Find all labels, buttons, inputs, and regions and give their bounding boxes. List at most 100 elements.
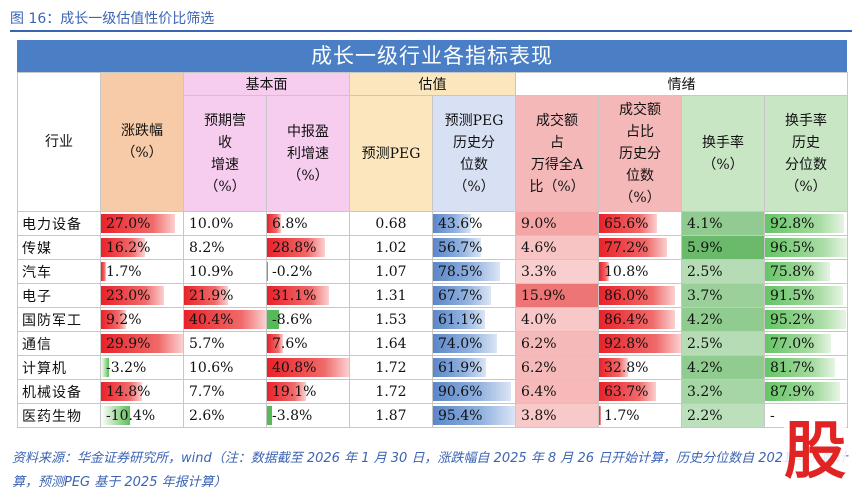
- turn-rate-cell: 4.2%: [681, 355, 765, 380]
- peg-pct-cell-value: 78.5%: [438, 263, 483, 280]
- rev-growth-cell: 40.4%: [183, 307, 267, 332]
- profit-growth-cell-value: -8.6%: [272, 311, 313, 328]
- turnover-hist-cell-bar: [599, 238, 668, 257]
- peg-pct-cell-value: 56.7%: [438, 239, 483, 256]
- rev-growth-cell: 5.7%: [183, 331, 267, 356]
- turnover-ratio-cell-value: 6.2%: [521, 359, 557, 376]
- change-cell-bar: [101, 382, 142, 401]
- turnover-hist-cell: 86.4%: [598, 307, 682, 332]
- col-header-change: 涨跌幅 （%）: [100, 72, 184, 212]
- industry-cell: 传媒: [17, 235, 101, 260]
- profit-growth-cell-bar: [267, 286, 330, 305]
- turn-rate-hist-cell-value: 92.8%: [770, 215, 815, 232]
- profit-growth-cell-value: 19.1%: [272, 383, 317, 400]
- table-row: 机械设备 14.8% 7.7% 19.1% 1.72 90.6% 6.4% 63.7% 3.2%…: [17, 379, 848, 404]
- rev-growth-cell-value: 8.2%: [189, 239, 225, 256]
- turnover-ratio-cell: 6.2%: [515, 355, 599, 380]
- peg-cell: 1.31: [349, 283, 433, 308]
- turn-rate-hist-cell-value: 95.2%: [770, 311, 815, 328]
- change-cell-value: 14.8%: [106, 383, 151, 400]
- change-cell-value: -10.4%: [106, 407, 156, 424]
- industry-cell-value: 计算机: [22, 360, 67, 377]
- turnover-ratio-cell: 4.6%: [515, 235, 599, 260]
- table-row: 电力设备 27.0% 10.0% 6.8% 0.68 43.6% 9.0% 65.6% 4.1%…: [17, 211, 848, 236]
- profit-growth-cell-value: -3.8%: [272, 407, 313, 424]
- turnover-hist-cell: 32.8%: [598, 355, 682, 380]
- industry-cell-value: 国防军工: [22, 312, 82, 329]
- turnover-ratio-cell: 4.0%: [515, 307, 599, 332]
- profit-growth-cell-bar: [267, 334, 283, 353]
- table-body: 电力设备 27.0% 10.0% 6.8% 0.68 43.6% 9.0% 65.6% 4.1%…: [17, 211, 848, 428]
- header-line: 预期营: [204, 112, 246, 129]
- col-header-peg: 预测PEG: [349, 95, 433, 212]
- col-header-turn-rate-hist: 换手率 历史 分位数 （%）: [764, 95, 848, 212]
- header-line: 行业: [45, 134, 73, 150]
- profit-growth-cell-value: -0.2%: [272, 263, 313, 280]
- turnover-hist-cell-value: 92.8%: [604, 335, 649, 352]
- turn-rate-hist-cell-value: 77.0%: [770, 335, 815, 352]
- industry-cell: 电子: [17, 283, 101, 308]
- turn-rate-hist-cell: 92.8%: [764, 211, 848, 236]
- turn-rate-cell-value: 3.2%: [687, 383, 723, 400]
- change-cell-bar: [101, 214, 175, 233]
- peg-cell-value: 1.72: [375, 383, 407, 400]
- turnover-hist-cell-value: 63.7%: [604, 383, 649, 400]
- group-header-fundamentals: 基本面: [183, 72, 350, 96]
- peg-cell-value: 1.87: [375, 407, 407, 424]
- header-line: 预测PEG: [444, 112, 504, 129]
- profit-growth-cell-bar: [267, 214, 281, 233]
- peg-cell: 1.72: [349, 379, 433, 404]
- turn-rate-cell: 4.1%: [681, 211, 765, 236]
- peg-pct-cell: 78.5%: [432, 259, 516, 284]
- turnover-hist-cell-bar: [599, 406, 601, 425]
- rev-growth-cell: 10.6%: [183, 355, 267, 380]
- change-cell-bar: [101, 286, 165, 305]
- turn-rate-hist-cell-bar: [765, 334, 831, 353]
- header-line: 收: [218, 134, 232, 151]
- turnover-ratio-cell-value: 3.3%: [521, 263, 557, 280]
- turn-rate-hist-cell: 77.0%: [764, 331, 848, 356]
- profit-growth-cell-bar: [267, 310, 279, 329]
- turnover-hist-cell: 65.6%: [598, 211, 682, 236]
- change-cell: -10.4%: [100, 403, 184, 428]
- table-row: 计算机 -3.2% 10.6% 40.8% 1.72 61.9% 6.2% 32.8% 4.2%…: [17, 355, 848, 380]
- table-row: 电子 23.0% 21.9% 31.1% 1.31 67.7% 15.9% 86.0% 3.7%…: [17, 283, 848, 308]
- table-row: 通信 29.9% 5.7% 7.6% 1.64 74.0% 6.2% 92.8% 2.5% 77.…: [17, 331, 848, 356]
- turnover-hist-cell-value: 32.8%: [604, 359, 649, 376]
- peg-pct-cell: 90.6%: [432, 379, 516, 404]
- peg-cell: 1.53: [349, 307, 433, 332]
- turnover-hist-cell-value: 1.7%: [604, 407, 640, 424]
- peg-pct-cell-value: 90.6%: [438, 383, 483, 400]
- turn-rate-hist-cell: 95.2%: [764, 307, 848, 332]
- turn-rate-cell-value: 2.2%: [687, 407, 723, 424]
- rev-growth-cell: 21.9%: [183, 283, 267, 308]
- profit-growth-cell-value: 40.8%: [272, 359, 317, 376]
- change-cell-value: 29.9%: [106, 335, 151, 352]
- peg-pct-cell-bar: [433, 406, 515, 425]
- industry-cell-value: 机械设备: [22, 384, 82, 401]
- industry-cell-value: 电力设备: [22, 216, 82, 233]
- change-cell-value: -3.2%: [106, 359, 147, 376]
- col-header-peg-pct: 预测PEG 历史分 位数 （%）: [432, 95, 516, 212]
- change-cell-value: 27.0%: [106, 215, 151, 232]
- turn-rate-cell-value: 2.5%: [687, 263, 723, 280]
- industry-cell-value: 电子: [22, 288, 52, 305]
- turnover-ratio-cell-value: 9.0%: [521, 215, 557, 232]
- header-line: 占比: [626, 123, 654, 140]
- profit-growth-cell-value: 6.8%: [272, 215, 308, 232]
- table-row: 医药生物 -10.4% 2.6% -3.8% 1.87 95.4% 3.8% 1.7% 2.2%…: [17, 403, 848, 428]
- turn-rate-cell: 2.5%: [681, 331, 765, 356]
- header-line: 涨跌幅: [121, 123, 163, 139]
- col-header-rev-growth: 预期营收增速 （%）: [183, 95, 267, 212]
- industry-cell: 电力设备: [17, 211, 101, 236]
- industry-cell-value: 医药生物: [22, 408, 82, 425]
- peg-cell: 1.72: [349, 355, 433, 380]
- profit-growth-cell: -8.6%: [266, 307, 350, 332]
- rev-growth-cell-bar: [184, 286, 229, 305]
- peg-cell: 1.07: [349, 259, 433, 284]
- turn-rate-cell-value: 2.5%: [687, 335, 723, 352]
- table-row: 汽车 1.7% 10.9% -0.2% 1.07 78.5% 3.3% 10.8% 2.5% 75…: [17, 259, 848, 284]
- change-cell: 9.2%: [100, 307, 184, 332]
- rev-growth-cell-value: 10.9%: [189, 263, 234, 280]
- rev-growth-cell-value: 2.6%: [189, 407, 225, 424]
